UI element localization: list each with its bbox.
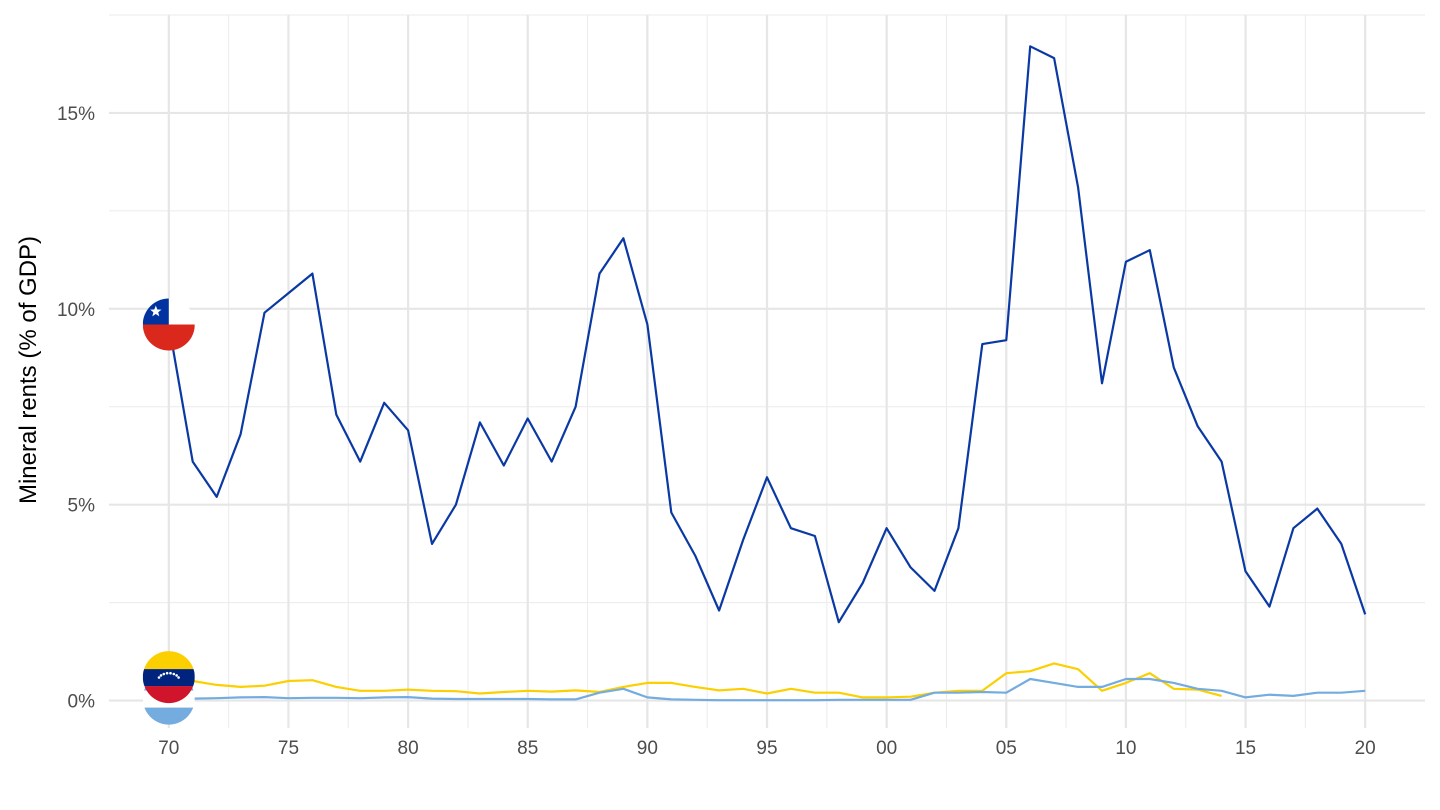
series-line-argentina — [168, 677, 1366, 702]
y-tick-label: 10% — [57, 300, 95, 321]
series-line-chile — [167, 45, 1367, 624]
chile-flag-icon — [142, 298, 195, 351]
venezuela-flag-icon — [142, 651, 195, 704]
x-tick-label: 75 — [278, 738, 299, 759]
x-tick-label: 85 — [517, 738, 538, 759]
y-tick-label: 15% — [57, 104, 95, 125]
x-tick-label: 05 — [996, 738, 1017, 759]
y-axis: 0% 5% 10% 15% — [57, 104, 95, 713]
x-tick-label: 10 — [1115, 738, 1136, 759]
y-tick-label: 0% — [68, 692, 96, 713]
x-tick-label: 20 — [1355, 738, 1376, 759]
x-tick-label: 15 — [1235, 738, 1256, 759]
x-axis: 70 75 80 85 90 95 00 05 10 15 20 — [158, 738, 1376, 759]
x-tick-label: 00 — [876, 738, 897, 759]
x-tick-label: 95 — [756, 738, 777, 759]
x-tick-label: 70 — [158, 738, 179, 759]
y-axis-title: Mineral rents (% of GDP) — [15, 236, 42, 504]
x-tick-label: 80 — [398, 738, 419, 759]
series-line-venezuela — [168, 662, 1222, 699]
grid — [109, 14, 1425, 728]
x-tick-label: 90 — [637, 738, 658, 759]
y-tick-label: 5% — [68, 496, 96, 517]
series-lines — [167, 45, 1367, 702]
